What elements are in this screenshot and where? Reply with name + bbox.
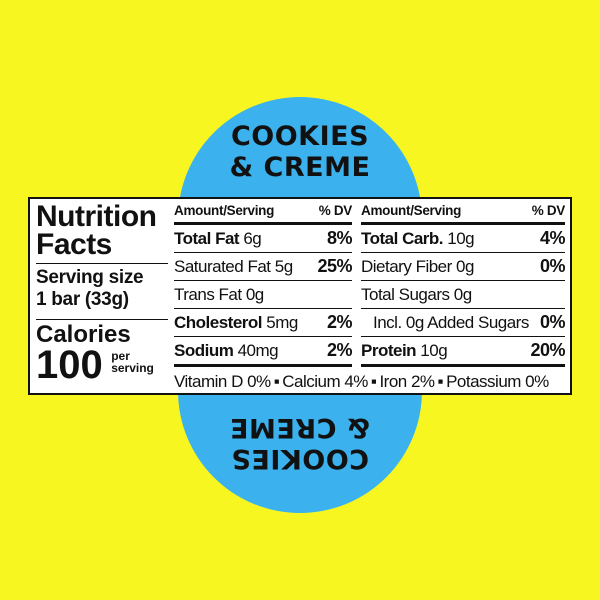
nutrient-row: Total Carb. 10g 4% <box>361 225 566 253</box>
nutrient-amount: 40mg <box>237 340 279 360</box>
vitamin-item: Vitamin D 0% <box>174 372 271 391</box>
nutrient-row: Total Fat 6g 8% <box>174 225 353 253</box>
nutrient-dv: 0% <box>539 256 566 276</box>
nutrient-dv: 25% <box>317 256 352 276</box>
nutrient-name: Cholesterol <box>174 312 263 332</box>
nutrient-name: Total Fat <box>174 228 240 248</box>
column-header: Amount/Serving % DV <box>361 203 565 225</box>
vitamin-item: Calcium 4% <box>282 372 368 391</box>
nutrient-amount: 5g <box>274 256 293 276</box>
column-header: Amount/Serving % DV <box>174 203 352 225</box>
nutrition-facts-title: Nutrition Facts <box>36 200 168 261</box>
nutrient-row: Dietary Fiber 0g 0% <box>361 253 566 281</box>
nutrient-name: Total Sugars <box>361 284 450 304</box>
nutrient-column-right: Amount/Serving % DV Total Carb. 10g 4% Die… <box>361 203 566 367</box>
nutrient-row: Saturated Fat 5g 25% <box>174 253 352 281</box>
nutrient-amount: 0g <box>456 256 474 276</box>
separator-icon: ▪ <box>273 372 280 391</box>
vitamin-item: Potassium 0% <box>446 372 549 391</box>
nutrient-row: Cholesterol 5mg 2% <box>174 309 353 337</box>
serving-text: serving <box>111 361 154 375</box>
vitamin-item: Iron 2% <box>379 372 435 391</box>
nutrient-amount: 0g <box>453 284 472 304</box>
nutrition-summary: Nutrition Facts Serving size 1 bar (33g)… <box>36 200 168 387</box>
nutrient-dv: 4% <box>539 228 566 248</box>
calories-value: 100 <box>36 343 103 387</box>
per-serving: per serving <box>111 350 154 374</box>
separator-icon: ▪ <box>370 372 377 391</box>
nutrient-dv: 20% <box>530 340 565 360</box>
nutrient-name: Dietary Fiber <box>361 256 452 276</box>
nutrient-name: Protein <box>361 340 417 360</box>
flavor-title-inverted: COOKIES & CREME <box>178 412 422 474</box>
nutrient-name: Incl. 0g Added Sugars <box>373 312 529 332</box>
serving-size-label: Serving size <box>36 267 144 288</box>
flavor-line1: COOKIES <box>230 443 370 474</box>
nutrient-amount: 0g <box>245 284 264 304</box>
nutrient-row: Sodium 40mg 2% <box>174 337 353 367</box>
nutrient-dv: 2% <box>326 340 353 360</box>
flavor-title: COOKIES & CREME <box>178 121 422 183</box>
nutrient-name: Total Carb. <box>361 228 444 248</box>
title-line2: Facts <box>36 228 112 261</box>
serving-size: Serving size 1 bar (33g) <box>36 263 168 311</box>
nutrient-name: Saturated Fat <box>174 256 271 276</box>
nutrient-amount: 10g <box>420 340 448 360</box>
vitamins-minerals: Vitamin D 0% ▪ Calcium 4% ▪ Iron 2% ▪ Potassiu… <box>174 372 566 392</box>
calories-label: Calories <box>36 321 131 348</box>
flavor-line1: COOKIES <box>230 121 370 152</box>
serving-size-value: 1 bar (33g) <box>36 289 129 310</box>
nutrient-amount: 6g <box>243 228 262 248</box>
title-line1: Nutrition <box>36 200 157 233</box>
nutrient-name: Sodium <box>174 340 234 360</box>
nutrient-dv: 8% <box>326 228 353 248</box>
nutrient-dv: 0% <box>539 312 566 332</box>
nutrient-amount: 5mg <box>266 312 298 332</box>
nutrient-row: Total Sugars 0g <box>361 281 565 309</box>
dv-header: % DV <box>531 203 566 218</box>
flavor-line2: & CREME <box>229 412 371 443</box>
amount-header: Amount/Serving <box>361 203 462 218</box>
nutrient-amount: 10g <box>447 228 475 248</box>
separator-icon: ▪ <box>437 372 444 391</box>
nutrient-row: Protein 10g 20% <box>361 337 565 367</box>
per-text: per <box>111 349 130 363</box>
nutrient-row: Trans Fat 0g <box>174 281 352 309</box>
nutrient-row: Incl. 0g Added Sugars 0% <box>361 309 566 337</box>
flavor-line2: & CREME <box>229 152 371 183</box>
nutrient-name: Trans Fat <box>174 284 242 304</box>
calories: Calories 100 per serving <box>36 319 168 387</box>
nutrition-facts-panel: Nutrition Facts Serving size 1 bar (33g)… <box>28 197 572 395</box>
nutrient-dv: 2% <box>326 312 353 332</box>
nutrient-column-left: Amount/Serving % DV Total Fat 6g 8% Satura… <box>174 203 353 367</box>
amount-header: Amount/Serving <box>174 203 275 218</box>
dv-header: % DV <box>318 203 353 218</box>
